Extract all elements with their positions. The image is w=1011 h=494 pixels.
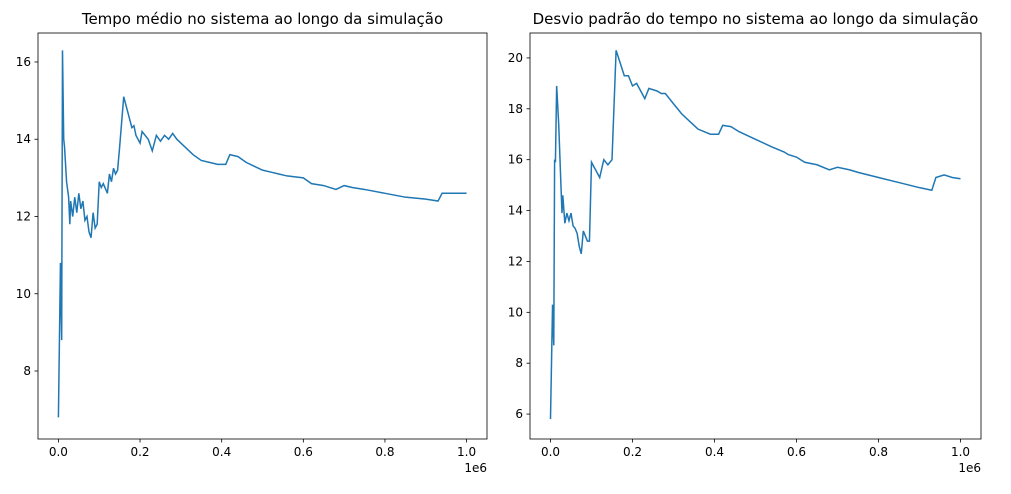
x-tick-label: 0.2 xyxy=(623,445,642,459)
y-tick-label: 12 xyxy=(16,209,31,223)
x-offset-label: 1e6 xyxy=(464,461,487,475)
x-tick-label: 1.0 xyxy=(457,445,476,459)
y-tick-label: 8 xyxy=(515,356,523,370)
subplot: Tempo médio no sistema ao longo da simul… xyxy=(16,10,488,475)
y-tick-label: 8 xyxy=(23,364,31,378)
axes-frame xyxy=(37,32,488,440)
x-tick-label: 0.6 xyxy=(787,445,806,459)
y-tick-label: 20 xyxy=(508,51,523,65)
x-tick-label: 0.0 xyxy=(541,445,560,459)
subplot: Desvio padrão do tempo no sistema ao lon… xyxy=(508,10,982,475)
x-tick-label: 0.8 xyxy=(869,445,888,459)
line xyxy=(57,50,467,418)
y-tick-label: 14 xyxy=(16,132,31,146)
y-tick-label: 18 xyxy=(508,102,523,116)
chart-title: Tempo médio no sistema ao longo da simul… xyxy=(81,10,443,28)
x-offset-label: 1e6 xyxy=(958,461,981,475)
y-tick-label: 12 xyxy=(508,254,523,268)
axes-frame xyxy=(529,32,982,440)
y-tick-label: 6 xyxy=(515,407,523,421)
x-tick-label: 0.6 xyxy=(294,445,313,459)
line xyxy=(549,50,961,420)
y-tick-label: 16 xyxy=(16,55,31,69)
x-tick-label: 0.0 xyxy=(49,445,68,459)
chart-title: Desvio padrão do tempo no sistema ao lon… xyxy=(533,10,979,28)
x-tick-label: 1.0 xyxy=(951,445,970,459)
x-tick-label: 0.8 xyxy=(375,445,394,459)
y-tick-label: 14 xyxy=(508,204,523,218)
x-tick-label: 0.2 xyxy=(130,445,149,459)
y-tick-label: 10 xyxy=(16,287,31,301)
x-tick-label: 0.4 xyxy=(705,445,724,459)
y-tick-label: 16 xyxy=(508,153,523,167)
x-tick-label: 0.4 xyxy=(212,445,231,459)
y-tick-label: 10 xyxy=(508,305,523,319)
